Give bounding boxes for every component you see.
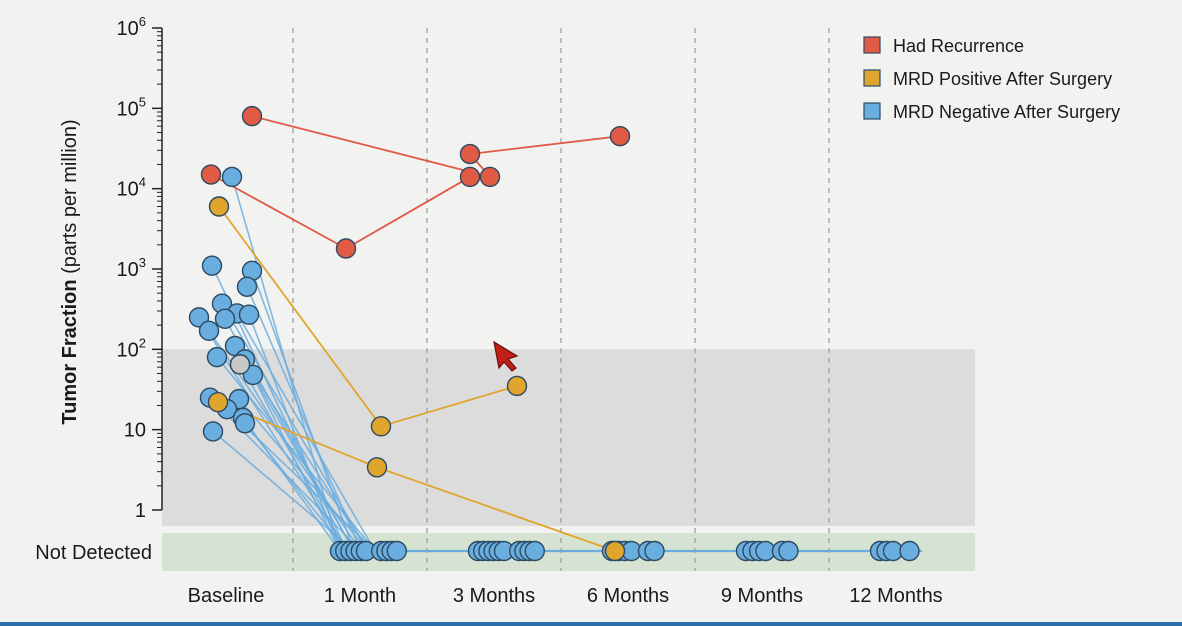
legend: Had Recurrence MRD Positive After Surgery… (863, 36, 1120, 122)
recurrence-point-0-1 (479, 166, 501, 188)
baseline-mrd-negative-point (198, 320, 220, 342)
y-tick-label-4: 102 (117, 335, 146, 361)
x-tick-label-6-months: 6 Months (587, 585, 669, 607)
mrd-negative-line (212, 430, 355, 552)
baseline-mrd-negative-point (221, 166, 243, 188)
shaded-regions (162, 349, 975, 571)
not-detected-label: Not Detected (35, 542, 152, 564)
y-tick-label-3: 103 (117, 255, 146, 281)
mouse-cursor-icon (493, 340, 519, 372)
nd-point-12-months (899, 540, 920, 562)
mrd_positive-point-3-2 (604, 540, 626, 562)
y-tick-label-0: 106 (117, 14, 146, 40)
x-tick-label-baseline: Baseline (188, 585, 265, 607)
y-tick-label-5: 10 (124, 420, 146, 442)
mrd_positive-point-3-1 (366, 457, 388, 478)
baseline-mrd-negative-point (236, 276, 258, 298)
nd-point-9-months (778, 540, 799, 562)
nd-point-6-months (644, 540, 665, 562)
bottom-rule (0, 622, 1182, 626)
baseline-mrd-negative-point (238, 304, 260, 325)
recurrence-line-0 (251, 115, 621, 179)
series-points (188, 105, 920, 562)
mrd-negative-line (239, 363, 348, 552)
baseline-mrd-negative-point (206, 346, 228, 368)
baseline-mrd-negative-point (202, 421, 224, 442)
legend-swatch-0 (863, 36, 881, 54)
mrd-negative-line (221, 303, 369, 552)
recurrence-point-1-0 (200, 164, 222, 185)
y-tick-label-2: 104 (117, 175, 146, 201)
region-below-threshold (162, 349, 975, 526)
recurrence-point-0-3 (609, 125, 631, 147)
mrd-negative-line (238, 398, 369, 552)
x-tick-labels: Baseline 1 Month 3 Months 6 Months 9 Months 1… (188, 585, 943, 607)
recurrence-point-1-2 (459, 166, 481, 188)
nd-point-3-months (524, 540, 545, 562)
y-tick-label-6: 1 (135, 500, 146, 522)
recurrence-point-0-2 (459, 143, 481, 165)
legend-swatch-1 (863, 69, 881, 87)
legend-label-1: MRD Positive After Surgery (893, 69, 1112, 89)
baseline-mrd-negative-point (201, 255, 223, 276)
mrd-negative-line (216, 356, 376, 552)
legend-swatch-2 (863, 102, 881, 120)
legend-label-2: MRD Negative After Surgery (893, 102, 1120, 122)
y-axis-title: Tumor Fraction (parts per million) (59, 119, 81, 424)
legend-label-0: Had Recurrence (893, 36, 1024, 56)
x-tick-label-1-month: 1 Month (324, 585, 396, 607)
mrd-negative-line (252, 374, 355, 552)
mrd-negative-line (236, 313, 376, 552)
baseline-grey-point (229, 354, 251, 375)
baseline-mrd-negative-point (234, 413, 256, 434)
x-tick-label-3-months: 3 Months (453, 585, 535, 607)
vertical-gridlines (292, 28, 830, 571)
nd-point-1-month (386, 540, 407, 562)
mrd_positive-point-2-1 (370, 416, 392, 437)
mrd_positive-point-2-2 (506, 375, 528, 397)
mrd_positive-point-3-0 (207, 391, 229, 413)
recurrence-point-0-0 (241, 105, 263, 127)
y-tick-label-1: 105 (117, 94, 146, 120)
mrd_positive-point-2-0 (208, 196, 230, 217)
x-tick-label-9-months: 9 Months (721, 585, 803, 607)
x-tick-label-12-months: 12 Months (849, 585, 942, 607)
recurrence-point-1-1 (335, 238, 357, 259)
baseline-mrd-negative-point (214, 308, 236, 329)
